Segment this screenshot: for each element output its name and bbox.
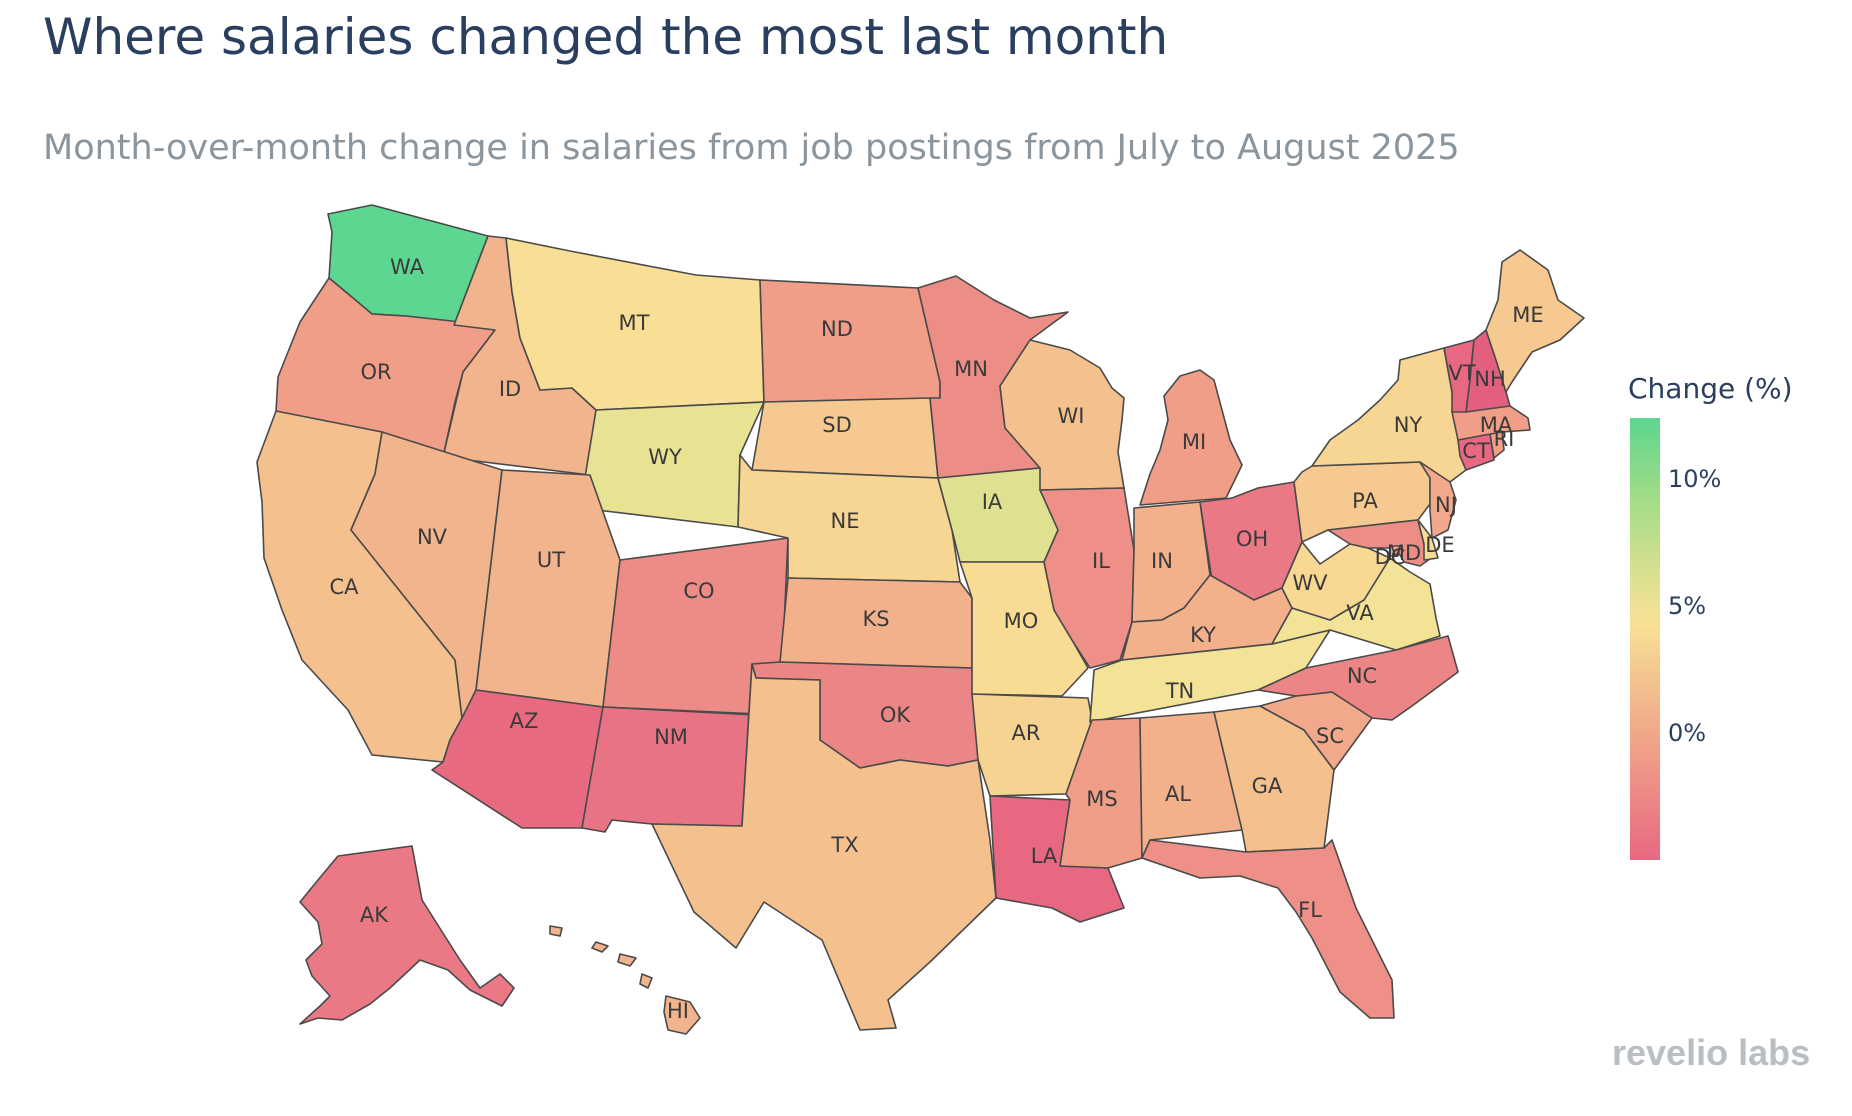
state-label-nh: NH (1474, 367, 1506, 391)
colorbar-tick-0: 0% (1668, 719, 1707, 747)
state-hi[interactable] (549, 925, 701, 1035)
state-label-ny: NY (1394, 413, 1423, 437)
state-label-ky: KY (1190, 623, 1216, 647)
state-label-pa: PA (1352, 489, 1378, 513)
state-label-wi: WI (1058, 404, 1085, 428)
state-label-il: IL (1092, 549, 1110, 573)
state-ut[interactable] (475, 469, 621, 708)
state-label-me: ME (1512, 303, 1543, 327)
state-mi[interactable] (1139, 369, 1243, 506)
state-de[interactable] (1417, 519, 1439, 561)
state-label-oh: OH (1236, 527, 1268, 551)
state-label-dc: DC (1375, 545, 1406, 569)
state-label-wv: WV (1292, 571, 1328, 595)
state-label-ok: OK (880, 703, 912, 727)
state-label-id: ID (499, 377, 521, 401)
legend-title: Change (%) (1628, 372, 1793, 405)
state-ny[interactable] (1311, 347, 1467, 483)
state-label-co: CO (683, 579, 714, 603)
state-nj[interactable] (1419, 461, 1457, 539)
state-wi[interactable] (999, 339, 1125, 491)
state-tx[interactable] (651, 663, 997, 1031)
state-label-wy: WY (648, 445, 682, 469)
state-label-tx: TX (830, 833, 858, 857)
state-ma[interactable] (1451, 405, 1531, 441)
state-label-ut: UT (537, 548, 565, 572)
state-label-ks: KS (862, 607, 889, 631)
state-label-in: IN (1151, 549, 1173, 573)
state-label-mt: MT (619, 311, 650, 335)
state-label-mo: MO (1004, 609, 1039, 633)
state-fl[interactable] (1141, 839, 1395, 1019)
state-tn[interactable] (1089, 629, 1331, 723)
state-label-va: VA (1346, 601, 1374, 625)
chart-title: Where salaries changed the most last mon… (43, 8, 1169, 66)
state-label-mi: MI (1182, 430, 1206, 454)
state-label-ak: AK (360, 903, 389, 927)
state-label-ms: MS (1086, 787, 1117, 811)
state-label-ne: NE (831, 509, 860, 533)
state-al[interactable] (1139, 711, 1243, 859)
state-label-nj: NJ (1435, 493, 1457, 517)
state-label-vt: VT (1448, 361, 1475, 385)
state-label-hi: HI (667, 999, 689, 1023)
state-nc[interactable] (1257, 635, 1459, 721)
state-ak[interactable] (299, 845, 515, 1025)
state-label-md: MD (1387, 541, 1421, 565)
state-label-tn: TN (1165, 679, 1195, 703)
state-label-ma: MA (1480, 413, 1513, 437)
state-label-al: AL (1165, 782, 1191, 806)
state-label-wa: WA (390, 255, 425, 279)
state-label-mn: MN (954, 357, 988, 381)
state-label-ct: CT (1462, 439, 1490, 463)
state-label-ia: IA (982, 490, 1003, 514)
revelio-labs-logo: revelio labs (1612, 1032, 1811, 1073)
state-label-fl: FL (1298, 898, 1322, 922)
chart-subtitle: Month-over-month change in salaries from… (43, 128, 1460, 168)
state-label-nd: ND (821, 317, 853, 341)
state-me[interactable] (1485, 249, 1585, 393)
colorbar-tick-10: 10% (1668, 465, 1722, 493)
state-label-nc: NC (1347, 664, 1377, 688)
state-dc[interactable] (1389, 545, 1401, 557)
colorbar-tick-5: 5% (1668, 592, 1707, 620)
state-label-sc: SC (1316, 724, 1344, 748)
state-label-nv: NV (417, 525, 448, 549)
state-il[interactable] (1039, 487, 1135, 669)
state-label-de: DE (1425, 533, 1454, 557)
state-nd[interactable] (759, 279, 941, 403)
colorbar (1630, 418, 1660, 860)
state-label-la: LA (1031, 844, 1058, 868)
state-label-ri: RI (1494, 427, 1515, 451)
state-label-ar: AR (1012, 721, 1041, 745)
state-label-az: AZ (510, 709, 539, 733)
state-label-nm: NM (654, 725, 688, 749)
state-label-ca: CA (329, 575, 359, 599)
state-label-ga: GA (1252, 774, 1283, 798)
state-ms[interactable] (1059, 717, 1143, 869)
state-label-sd: SD (822, 413, 852, 437)
state-label-or: OR (360, 360, 391, 384)
